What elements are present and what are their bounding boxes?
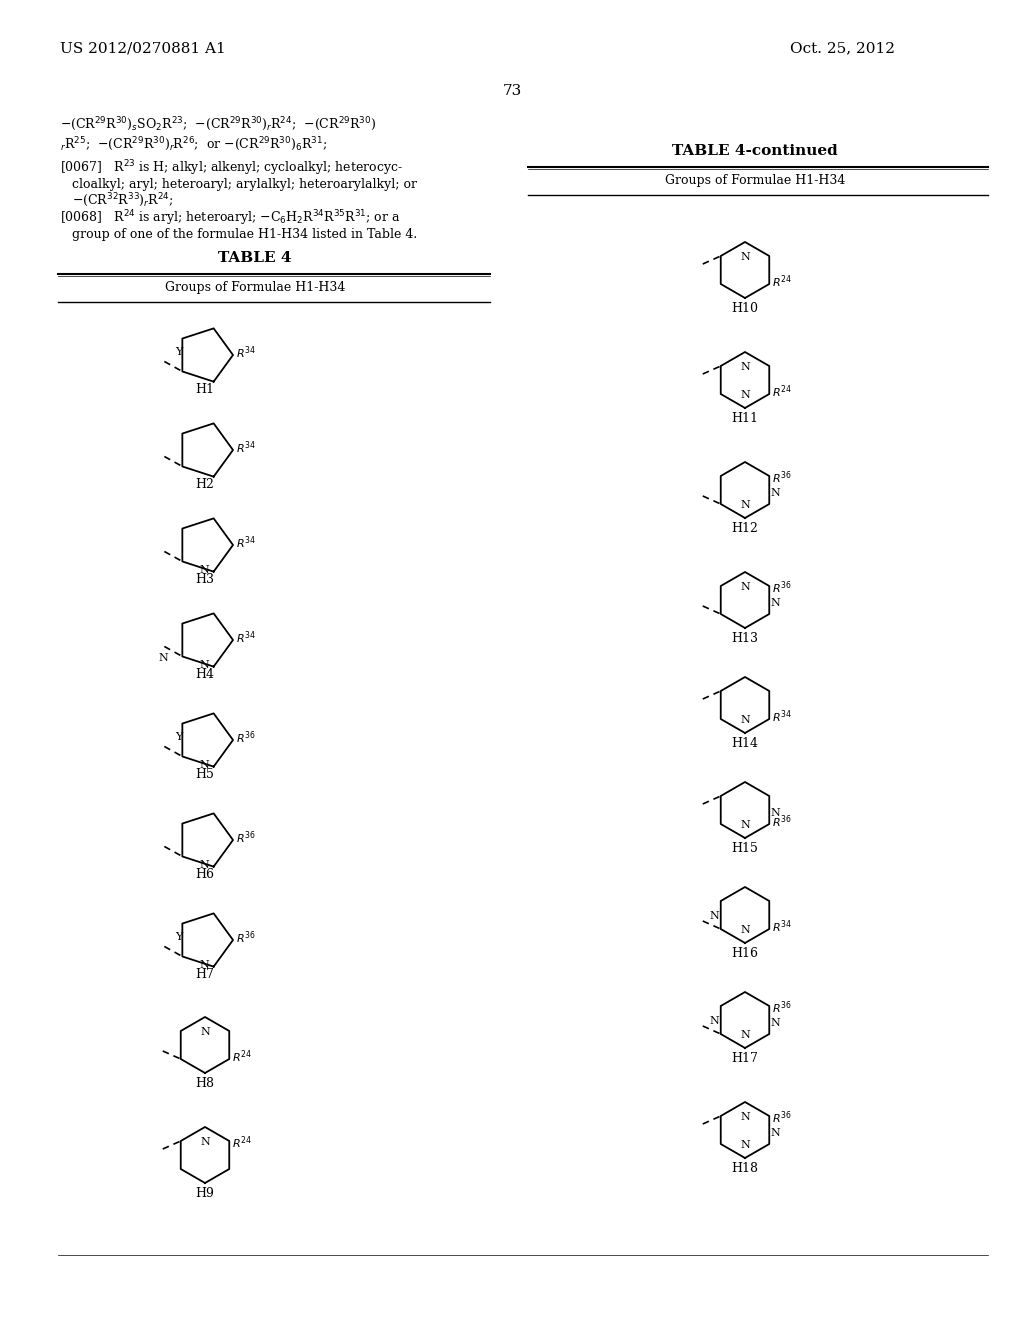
Text: N: N bbox=[770, 488, 780, 498]
Text: H7: H7 bbox=[196, 968, 214, 981]
Text: TABLE 4: TABLE 4 bbox=[218, 251, 292, 265]
Text: Oct. 25, 2012: Oct. 25, 2012 bbox=[790, 41, 895, 55]
Text: N: N bbox=[740, 820, 750, 830]
Text: $R^{24}$: $R^{24}$ bbox=[772, 384, 793, 400]
Text: N: N bbox=[770, 1018, 780, 1028]
Text: 73: 73 bbox=[503, 84, 521, 98]
Text: $R^{36}$: $R^{36}$ bbox=[236, 730, 256, 746]
Text: $R^{36}$: $R^{36}$ bbox=[772, 813, 793, 830]
Text: $_r$R$^{25}$;  $-$(CR$^{29}$R$^{30}$)$_r$R$^{26}$;  or $-$(CR$^{29}$R$^{30}$)$_6: $_r$R$^{25}$; $-$(CR$^{29}$R$^{30}$)$_r$… bbox=[60, 135, 328, 153]
Text: H1: H1 bbox=[196, 383, 214, 396]
Text: H5: H5 bbox=[196, 768, 214, 781]
Text: Y: Y bbox=[175, 932, 182, 941]
Text: N: N bbox=[740, 389, 750, 400]
Text: N: N bbox=[159, 653, 168, 664]
Text: H3: H3 bbox=[196, 573, 214, 586]
Text: N: N bbox=[770, 598, 780, 609]
Text: N: N bbox=[740, 582, 750, 591]
Text: H14: H14 bbox=[731, 737, 759, 750]
Text: N: N bbox=[770, 808, 780, 818]
Text: [0067]   R$^{23}$ is H; alkyl; alkenyl; cycloalkyl; heterocyc-: [0067] R$^{23}$ is H; alkyl; alkenyl; cy… bbox=[60, 158, 402, 178]
Text: $R^{36}$: $R^{36}$ bbox=[772, 579, 793, 597]
Text: $R^{36}$: $R^{36}$ bbox=[772, 1110, 793, 1126]
Text: $R^{36}$: $R^{36}$ bbox=[236, 830, 256, 846]
Text: N: N bbox=[200, 960, 210, 970]
Text: N: N bbox=[709, 911, 719, 921]
Text: H8: H8 bbox=[196, 1077, 214, 1090]
Text: $R^{36}$: $R^{36}$ bbox=[772, 999, 793, 1016]
Text: H17: H17 bbox=[731, 1052, 759, 1065]
Text: $R^{34}$: $R^{34}$ bbox=[236, 440, 256, 457]
Text: H9: H9 bbox=[196, 1187, 214, 1200]
Text: TABLE 4-continued: TABLE 4-continued bbox=[672, 144, 838, 158]
Text: N: N bbox=[200, 859, 210, 870]
Text: N: N bbox=[200, 660, 210, 669]
Text: $R^{24}$: $R^{24}$ bbox=[232, 1135, 252, 1151]
Text: H15: H15 bbox=[731, 842, 759, 855]
Text: N: N bbox=[770, 1129, 780, 1138]
Text: Y: Y bbox=[175, 731, 182, 742]
Text: N: N bbox=[740, 362, 750, 372]
Text: Groups of Formulae H1-H34: Groups of Formulae H1-H34 bbox=[165, 281, 345, 294]
Text: H4: H4 bbox=[196, 668, 214, 681]
Text: $-$(CR$^{29}$R$^{30}$)$_s$SO$_2$R$^{23}$;  $-$(CR$^{29}$R$^{30}$)$_r$R$^{24}$;  : $-$(CR$^{29}$R$^{30}$)$_s$SO$_2$R$^{23}$… bbox=[60, 115, 377, 133]
Text: N: N bbox=[740, 925, 750, 935]
Text: $R^{24}$: $R^{24}$ bbox=[232, 1048, 252, 1065]
Text: US 2012/0270881 A1: US 2012/0270881 A1 bbox=[60, 41, 225, 55]
Text: $R^{24}$: $R^{24}$ bbox=[772, 273, 793, 290]
Text: H12: H12 bbox=[731, 521, 759, 535]
Text: N: N bbox=[740, 1140, 750, 1150]
Text: N: N bbox=[709, 1016, 719, 1026]
Text: group of one of the formulae H1-H34 listed in Table 4.: group of one of the formulae H1-H34 list… bbox=[72, 228, 417, 242]
Text: $R^{34}$: $R^{34}$ bbox=[772, 709, 793, 725]
Text: N: N bbox=[200, 1027, 210, 1038]
Text: N: N bbox=[740, 715, 750, 725]
Text: H2: H2 bbox=[196, 478, 214, 491]
Text: $R^{36}$: $R^{36}$ bbox=[236, 929, 256, 946]
Text: N: N bbox=[740, 252, 750, 261]
Text: H16: H16 bbox=[731, 946, 759, 960]
Text: H6: H6 bbox=[196, 869, 214, 880]
Text: Y: Y bbox=[175, 347, 182, 356]
Text: N: N bbox=[200, 1137, 210, 1147]
Text: H11: H11 bbox=[731, 412, 759, 425]
Text: $-$(CR$^{32}$R$^{33}$)$_r$R$^{24}$;: $-$(CR$^{32}$R$^{33}$)$_r$R$^{24}$; bbox=[72, 191, 174, 209]
Text: N: N bbox=[740, 500, 750, 510]
Text: H18: H18 bbox=[731, 1162, 759, 1175]
Text: $R^{34}$: $R^{34}$ bbox=[236, 630, 256, 647]
Text: N: N bbox=[200, 759, 210, 770]
Text: cloalkyl; aryl; heteroaryl; arylalkyl; heteroarylalkyl; or: cloalkyl; aryl; heteroaryl; arylalkyl; h… bbox=[72, 178, 417, 191]
Text: $R^{34}$: $R^{34}$ bbox=[236, 345, 256, 362]
Text: N: N bbox=[740, 1030, 750, 1040]
Text: N: N bbox=[740, 1111, 750, 1122]
Text: N: N bbox=[200, 565, 210, 574]
Text: [0068]   R$^{24}$ is aryl; heteroaryl; $-$C$_6$H$_2$R$^{34}$R$^{35}$R$^{31}$; or: [0068] R$^{24}$ is aryl; heteroaryl; $-$… bbox=[60, 209, 400, 227]
Text: H13: H13 bbox=[731, 632, 759, 645]
Text: $R^{36}$: $R^{36}$ bbox=[772, 470, 793, 486]
Text: $R^{34}$: $R^{34}$ bbox=[772, 919, 793, 936]
Text: Groups of Formulae H1-H34: Groups of Formulae H1-H34 bbox=[665, 174, 845, 187]
Text: H10: H10 bbox=[731, 302, 759, 315]
Text: $R^{34}$: $R^{34}$ bbox=[236, 535, 256, 552]
